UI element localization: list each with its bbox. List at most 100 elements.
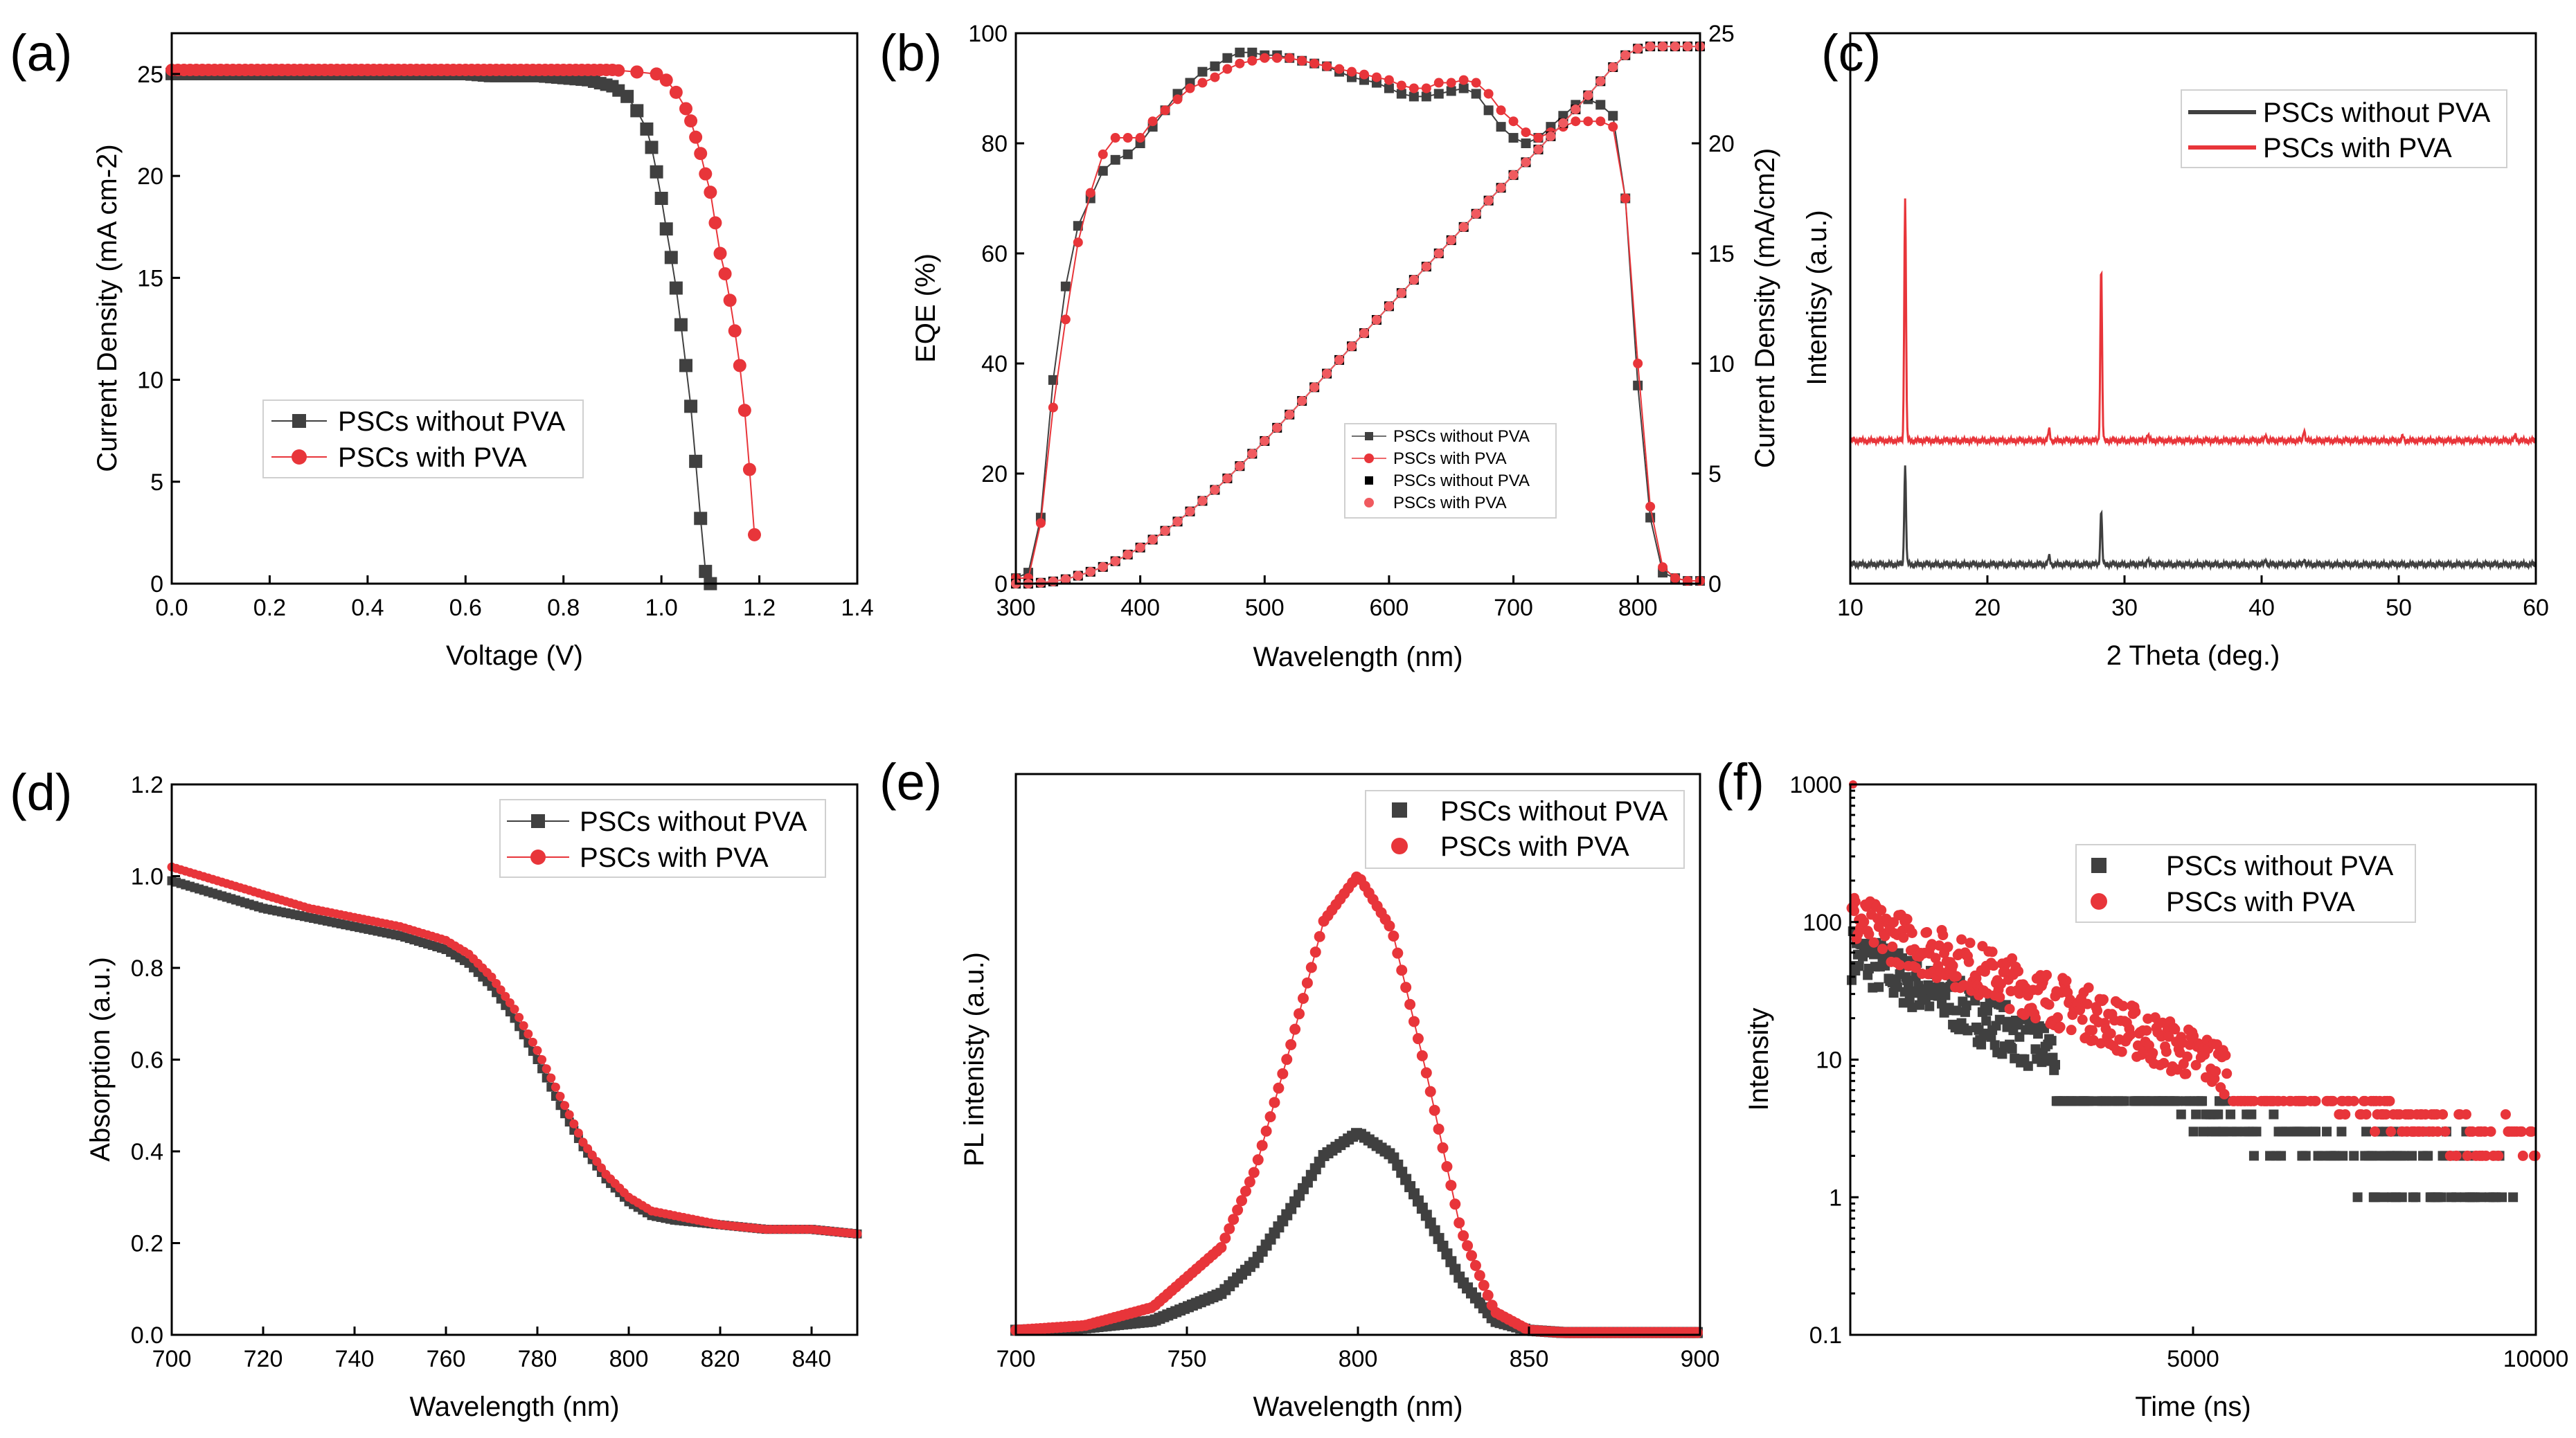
data-point (2438, 1109, 2449, 1120)
data-point (1215, 1241, 1227, 1253)
data-point (1347, 66, 1357, 77)
data-point (1392, 947, 1404, 959)
data-point (733, 359, 746, 372)
panel-e-legend-with: PSCs with PVA (1440, 832, 1629, 862)
data-point (1210, 61, 1220, 71)
data-point (496, 985, 506, 995)
data-point (1098, 165, 1108, 176)
data-point (1309, 58, 1320, 69)
data-point (1571, 116, 1581, 127)
data-point (1408, 83, 1419, 93)
y-tick-label: 1 (1829, 1185, 1842, 1211)
y-tick-label: 0.0 (131, 1322, 163, 1349)
data-point (501, 991, 510, 1001)
panel-c-x-ticks: 10 20 30 40 50 60 (1837, 575, 2549, 621)
y-tick-label-right: 20 (1708, 131, 1735, 157)
legend-marker-circle (2091, 893, 2107, 910)
data-point (1147, 116, 1158, 127)
data-point (1546, 131, 1556, 141)
data-point (1934, 940, 1945, 951)
panel-b-legend-jsc-without: PSCs without PVA (1393, 471, 1530, 490)
data-point (1446, 86, 1456, 96)
panel-c-plot-area (1849, 198, 2537, 571)
panel-c-y-title: Intentisy (a.u.) (1802, 210, 1832, 385)
data-point (505, 998, 515, 1007)
y-tick-label: 1.2 (131, 772, 163, 798)
data-point (2023, 1061, 2033, 1071)
data-point (2220, 1050, 2231, 1061)
data-point (1252, 1154, 1264, 1166)
data-point (2485, 1126, 2496, 1137)
data-point (555, 1092, 565, 1101)
data-point (1073, 570, 1083, 581)
data-point (659, 73, 673, 87)
data-point (1122, 550, 1133, 560)
data-point (694, 512, 708, 525)
data-point (2336, 1126, 2347, 1137)
legend-marker-circle (530, 850, 546, 865)
data-point (1347, 341, 1357, 352)
data-point (1160, 105, 1170, 116)
data-point (748, 528, 761, 541)
data-point (1859, 916, 1870, 927)
data-point (1060, 314, 1071, 325)
panel-b-x-title: Wavelength (nm) (1253, 642, 1463, 672)
data-point (1906, 927, 1917, 938)
data-point (2007, 1043, 2017, 1054)
data-point (2462, 1150, 2473, 1161)
data-point (1508, 116, 1519, 127)
data-point (1458, 1230, 1469, 1241)
panel-c-x-title: 2 Theta (deg.) (2107, 640, 2280, 671)
panel-f-y-title: Intensity (1744, 1008, 1774, 1111)
y-tick-label: 20 (137, 163, 163, 190)
data-point (728, 324, 742, 338)
panel-b-legend-box (1344, 423, 1557, 519)
series-line (1015, 1133, 1697, 1333)
data-point (1309, 946, 1321, 958)
data-point (2248, 1095, 2260, 1106)
data-point (1462, 1240, 1474, 1252)
data-point (1371, 315, 1381, 325)
y-tick-label: 1.0 (131, 864, 163, 890)
panel-c-legend-with: PSCs with PVA (2263, 133, 2452, 163)
data-point (1408, 1016, 1420, 1027)
panel-a-legend-without: PSCs without PVA (338, 406, 566, 437)
panel-f-legend-with: PSCs with PVA (2166, 887, 2355, 917)
data-point (2050, 1059, 2061, 1070)
data-point (684, 399, 698, 413)
data-point (1988, 960, 1999, 971)
data-point (2440, 1126, 2451, 1137)
data-point (2231, 1126, 2242, 1137)
panel-a-label: (a) (10, 24, 72, 82)
data-point (1474, 1270, 1485, 1282)
data-point (1670, 573, 1681, 584)
data-point (1478, 1279, 1490, 1291)
data-point (2480, 1150, 2492, 1161)
data-point (2046, 1036, 2057, 1046)
data-point (2003, 1016, 2014, 1027)
data-point (1277, 1068, 1289, 1079)
data-point (1933, 991, 1943, 1001)
data-point (1692, 1327, 1703, 1338)
data-point (1404, 998, 1416, 1010)
panel-b-eqe: (b) 300 400 500 600 700 800 0 20 40 60 80 100 0 5 10… (879, 21, 1780, 672)
panel-a-x-title: Voltage (V) (446, 640, 583, 671)
data-point (1110, 154, 1120, 165)
data-point (1289, 1023, 1301, 1035)
data-point (1396, 89, 1406, 99)
data-point (1608, 122, 1618, 132)
panel-b-legend-eqe-without: PSCs without PVA (1393, 427, 1530, 446)
panel-b-x-ticks: 300 400 500 600 700 800 (996, 575, 1658, 621)
data-point (1384, 75, 1394, 85)
data-point (1297, 55, 1307, 66)
data-point (2118, 1000, 2129, 1012)
data-point (1620, 50, 1631, 60)
data-point (1466, 1250, 1478, 1261)
data-point (2367, 1151, 2377, 1161)
data-point (1322, 61, 1332, 71)
data-point (1122, 149, 1133, 159)
data-point (1521, 127, 1531, 138)
data-point (2084, 1096, 2094, 1106)
data-point (2300, 1151, 2311, 1161)
data-point (674, 318, 688, 332)
